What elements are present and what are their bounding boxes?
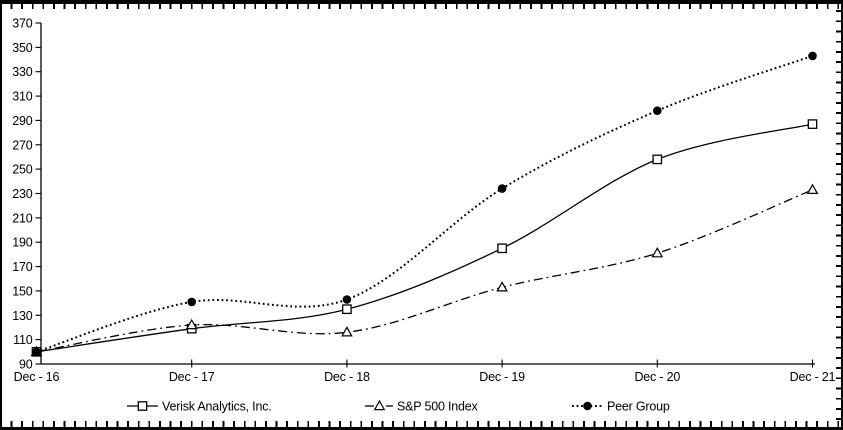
series-marker-peer-group — [653, 106, 662, 115]
series-marker-verisk-analytics-inc — [497, 243, 507, 254]
series-marker-peer-group — [32, 347, 41, 357]
x-axis-tick-label: Dec - 16 — [14, 370, 60, 384]
y-axis-tick-label: 230 — [12, 187, 33, 201]
legend-label: Peer Group — [607, 400, 670, 414]
legend-label: Verisk Analytics, Inc. — [162, 400, 272, 414]
y-axis-tick-label: 90 — [19, 358, 33, 372]
y-axis-tick-label: 350 — [12, 41, 33, 55]
series-marker-verisk-analytics-inc — [807, 119, 818, 129]
series-marker-verisk-analytics-inc — [342, 304, 352, 315]
series-marker-verisk-analytics-inc — [652, 154, 663, 165]
y-axis-tick-label: 270 — [12, 138, 33, 152]
series-marker-peer-group — [497, 184, 507, 193]
series-line-s-p-500-index — [36, 189, 813, 353]
series-marker-peer-group — [187, 297, 196, 307]
y-axis-tick-label: 370 — [12, 17, 33, 31]
y-axis-tick-label: 170 — [12, 260, 33, 274]
series-line-verisk-analytics-inc — [36, 123, 813, 353]
legend-sample-marker — [583, 401, 592, 411]
legend-sample-marker — [137, 401, 148, 411]
y-axis-tick-label: 250 — [12, 163, 33, 177]
y-axis-tick-label: 330 — [12, 65, 33, 79]
legend-sample-marker — [373, 399, 386, 411]
y-axis-tick-label: 290 — [12, 114, 33, 128]
series-marker-s-p-500-index — [651, 246, 664, 258]
x-axis-tick-label: Dec - 18 — [324, 370, 370, 384]
series-marker-peer-group — [808, 51, 817, 61]
series-marker-s-p-500-index — [341, 326, 353, 337]
x-axis-tick-label: Dec - 21 — [790, 370, 836, 384]
series-line-peer-group — [36, 54, 813, 353]
legend-label: S&P 500 Index — [397, 400, 479, 414]
x-axis-tick-label: Dec - 19 — [479, 370, 525, 384]
y-axis-tick-label: 110 — [13, 333, 33, 347]
y-axis-tick-label: 130 — [12, 309, 33, 323]
series-marker-peer-group — [342, 295, 352, 304]
series-marker-s-p-500-index — [496, 281, 508, 292]
x-axis-tick-label: Dec - 17 — [169, 370, 215, 384]
y-axis-tick-label: 210 — [12, 211, 33, 225]
y-axis-tick-label: 190 — [12, 236, 33, 250]
y-axis-tick-label: 150 — [12, 284, 33, 298]
y-axis-tick-label: 310 — [12, 90, 33, 104]
series-marker-s-p-500-index — [806, 183, 819, 194]
x-axis-tick-label: Dec - 20 — [634, 370, 680, 384]
series-marker-s-p-500-index — [185, 318, 198, 330]
axes — [40, 23, 815, 365]
